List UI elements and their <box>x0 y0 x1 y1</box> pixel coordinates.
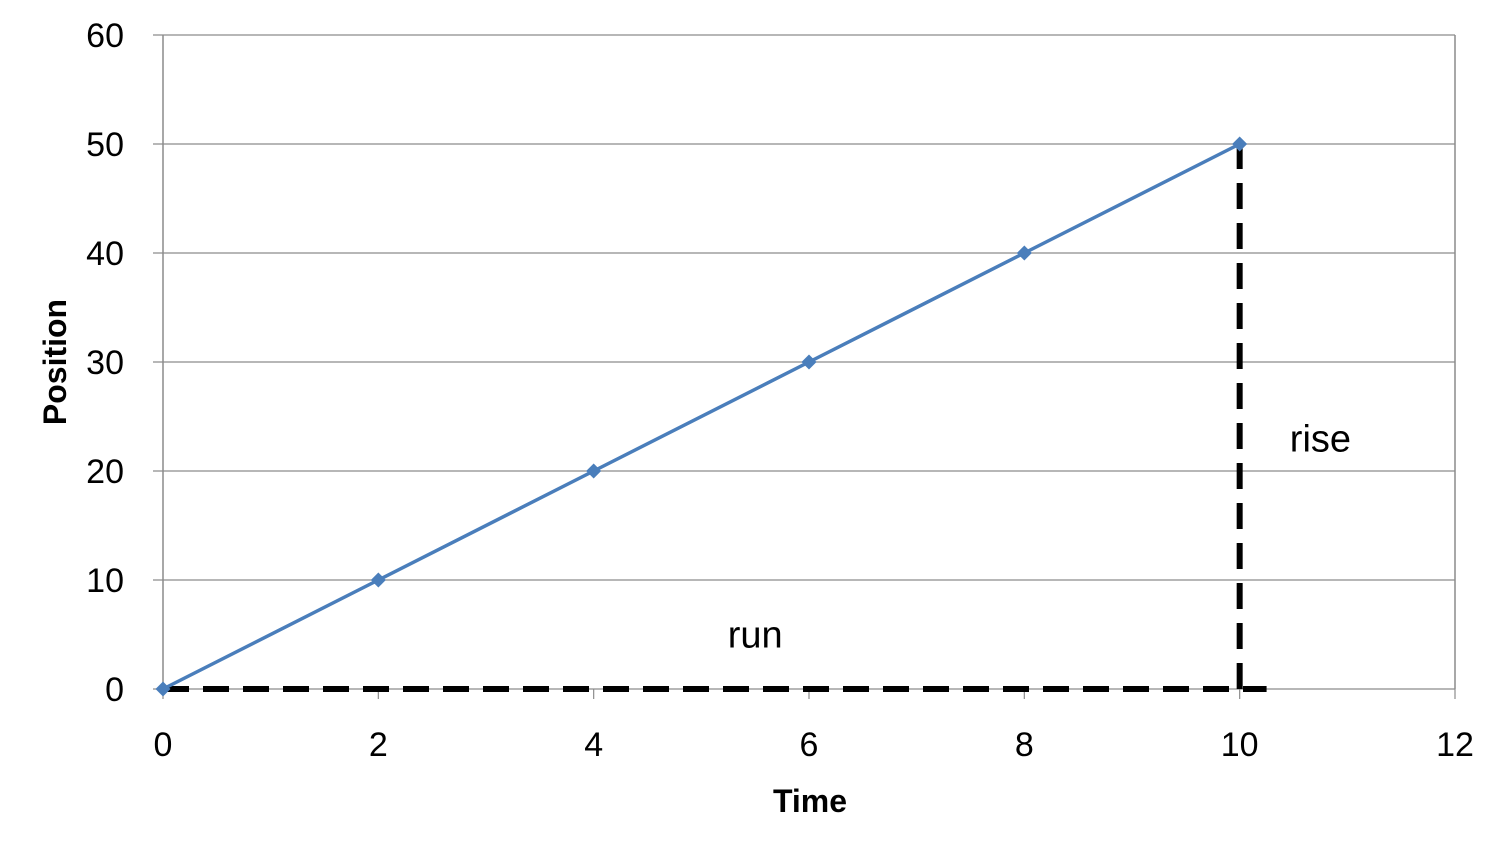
x-tick-label-8: 8 <box>1015 726 1034 764</box>
data-point-8 <box>1016 245 1032 261</box>
x-tick-label-12: 12 <box>1436 726 1474 764</box>
y-tick-label-40: 40 <box>86 235 124 273</box>
data-point-6 <box>801 354 817 370</box>
data-point-10 <box>1232 136 1248 152</box>
x-axis-ticks: 0 2 4 6 8 10 12 <box>154 689 1474 764</box>
x-tick-label-10: 10 <box>1221 726 1259 764</box>
y-tick-label-0: 0 <box>105 671 124 709</box>
annotation-rise: rise <box>1290 418 1351 460</box>
y-tick-label-60: 60 <box>86 17 124 55</box>
annotations: run rise <box>728 418 1351 656</box>
data-point-4 <box>586 463 602 479</box>
y-tick-label-10: 10 <box>86 562 124 600</box>
series-group <box>155 136 1248 697</box>
y-axis-title: Position <box>37 299 73 425</box>
data-point-2 <box>370 572 386 588</box>
x-axis-title: Time <box>773 783 847 819</box>
annotation-run: run <box>728 615 783 657</box>
series-line <box>162 142 1241 691</box>
data-point-0 <box>155 681 171 697</box>
x-tick-label-6: 6 <box>800 726 819 764</box>
x-tick-label-2: 2 <box>369 726 388 764</box>
x-tick-label-0: 0 <box>154 726 173 764</box>
x-tick-label-4: 4 <box>584 726 603 764</box>
y-axis-ticks: 0 10 20 30 40 50 60 <box>86 17 124 709</box>
rise-run-guides <box>163 144 1267 692</box>
y-tick-label-20: 20 <box>86 453 124 491</box>
y-tick-label-30: 30 <box>86 344 124 382</box>
y-tick-label-50: 50 <box>86 126 124 164</box>
